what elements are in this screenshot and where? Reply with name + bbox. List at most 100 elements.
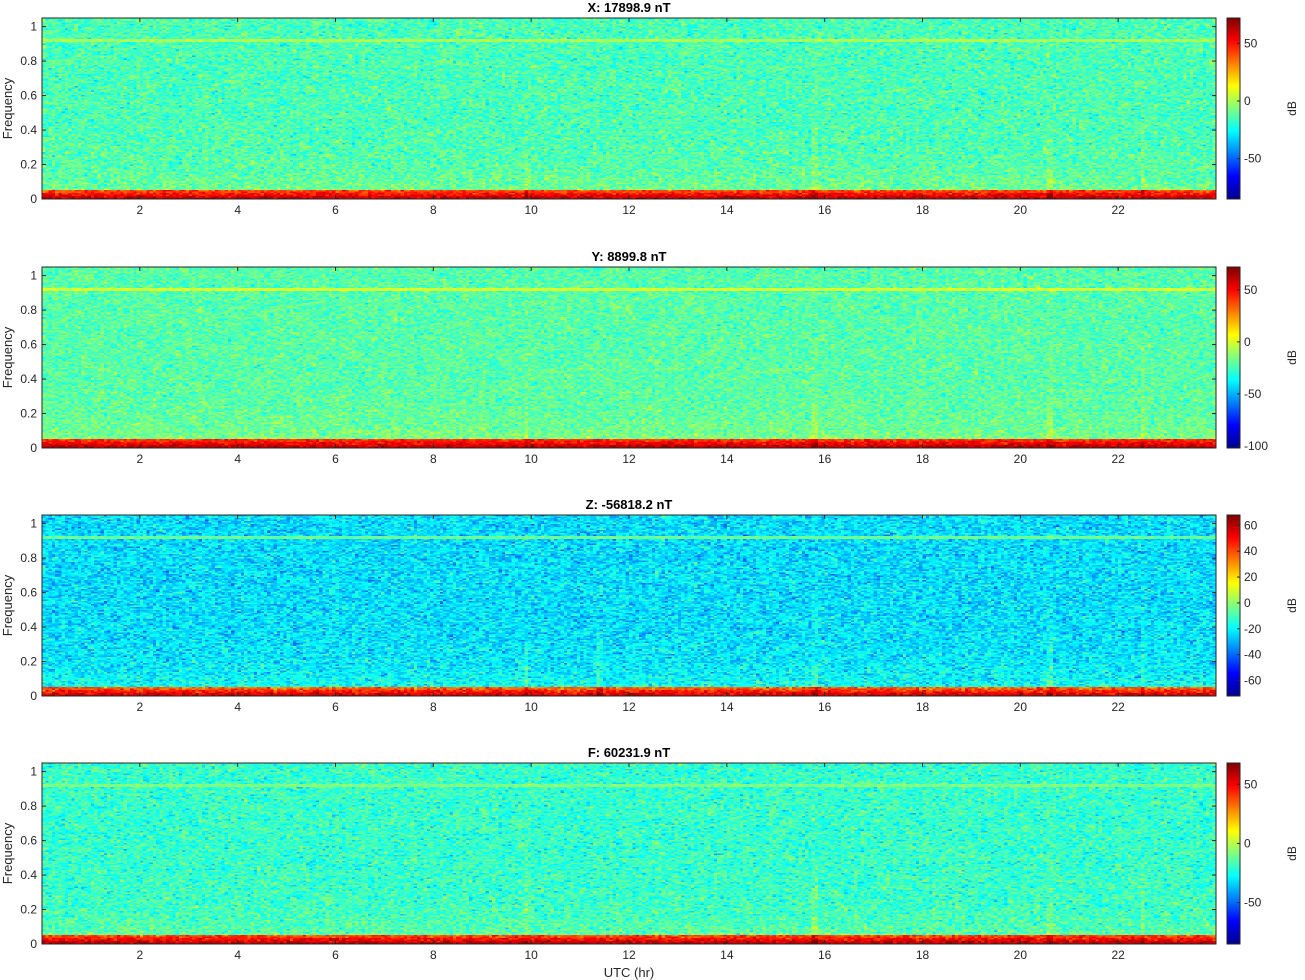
- x-tick-label: 20: [1014, 203, 1028, 217]
- x-tick-label: 10: [524, 700, 538, 714]
- y-tick-label: 0.2: [20, 407, 37, 421]
- spectrogram-panel: Y: 8899.8 nT2 4 6 8 10 12 14 16 18 20 2200.20.40.6…: [0, 249, 1299, 466]
- colorbar-label: dB: [1285, 350, 1299, 365]
- x-tick-label: 22: [1111, 700, 1125, 714]
- x-tick-label: 10: [524, 452, 538, 466]
- colorbar-tick-label: -50: [1244, 387, 1262, 401]
- spectrogram-heatmap: [42, 763, 1216, 944]
- spectrogram-panel: Z: -56818.2 nT2 4 6 8 10 12 14 16 18 20 2200.20.40…: [0, 497, 1299, 714]
- colorbar-tick-label: 20: [1244, 570, 1258, 584]
- colorbar-box: [1226, 762, 1241, 945]
- y-tick-label: 0.4: [20, 620, 37, 634]
- x-tick-label: 22: [1111, 452, 1125, 466]
- spectrogram-panel: F: 60231.9 nT2 4 6 8 10 12 14 16 18 20 2200.20.40.…: [0, 745, 1299, 980]
- y-tick-label: 0.4: [20, 868, 37, 882]
- y-tick-label: 1: [30, 20, 37, 34]
- x-tick-label: 12: [622, 203, 636, 217]
- x-axis-label: UTC (hr): [604, 965, 655, 980]
- x-tick-label: 20: [1014, 452, 1028, 466]
- x-tick-label: 6: [332, 203, 339, 217]
- panel-title: F: 60231.9 nT: [588, 745, 670, 760]
- colorbar-tick-label: -20: [1244, 622, 1262, 636]
- colorbar-gradient: [1227, 267, 1240, 448]
- y-tick-label: 0.2: [20, 158, 37, 172]
- colorbar-tick-label: 50: [1244, 283, 1258, 297]
- x-tick-label: 14: [720, 948, 734, 962]
- colorbar-gradient: [1227, 18, 1240, 199]
- spectrogram-heatmap: [42, 18, 1216, 199]
- colorbar: -50 0 50 dB: [1226, 17, 1299, 200]
- y-tick-label: 0: [30, 192, 37, 206]
- panel-title: Z: -56818.2 nT: [586, 497, 673, 512]
- x-tick-label: 2: [136, 203, 143, 217]
- x-tick-label: 16: [818, 700, 832, 714]
- y-tick-label: 0.8: [20, 551, 37, 565]
- x-tick-label: 10: [524, 948, 538, 962]
- colorbar-label: dB: [1285, 846, 1299, 861]
- y-tick-label: 0.2: [20, 655, 37, 669]
- x-tick-label: 10: [524, 203, 538, 217]
- colorbar-tick-label: -50: [1244, 896, 1262, 910]
- y-axis-label: Frequency: [0, 326, 15, 388]
- x-tick-label: 22: [1111, 203, 1125, 217]
- colorbar-tick-label: -50: [1244, 152, 1262, 166]
- colorbar-tick-label: 50: [1244, 777, 1258, 791]
- colorbar-label: dB: [1285, 101, 1299, 116]
- y-tick-label: 1: [30, 517, 37, 531]
- x-tick-label: 14: [720, 700, 734, 714]
- colorbar: -50 0 50 dB: [1226, 762, 1299, 945]
- spectrogram-heatmap: [42, 515, 1216, 696]
- x-tick-label: 4: [234, 452, 241, 466]
- x-tick-label: 16: [818, 948, 832, 962]
- y-tick-label: 0.6: [20, 89, 37, 103]
- x-tick-label: 18: [916, 948, 930, 962]
- y-tick-label: 1: [30, 765, 37, 779]
- x-tick-label: 18: [916, 452, 930, 466]
- y-tick-label: 1: [30, 269, 37, 283]
- colorbar-tick-label: -100: [1244, 439, 1268, 453]
- y-tick-label: 0: [30, 937, 37, 951]
- x-tick-label: 4: [234, 948, 241, 962]
- x-tick-label: 16: [818, 203, 832, 217]
- colorbar-label: dB: [1285, 598, 1299, 613]
- y-tick-label: 0.6: [20, 338, 37, 352]
- x-tick-label: 2: [136, 700, 143, 714]
- y-tick-label: 0: [30, 441, 37, 455]
- x-tick-label: 6: [332, 700, 339, 714]
- colorbar-tick-label: 0: [1244, 94, 1251, 108]
- x-tick-label: 2: [136, 948, 143, 962]
- x-tick-label: 22: [1111, 948, 1125, 962]
- x-tick-label: 14: [720, 452, 734, 466]
- spectrogram-heatmap: [42, 267, 1216, 448]
- colorbar-tick-label: 0: [1244, 596, 1251, 610]
- x-tick-label: 8: [430, 700, 437, 714]
- colorbar-box: [1226, 17, 1241, 200]
- spectrogram-panel: X: 17898.9 nT2 4 6 8 10 12 14 16 18 20 2200.20.40.…: [0, 0, 1299, 217]
- x-tick-label: 16: [818, 452, 832, 466]
- x-tick-label: 6: [332, 948, 339, 962]
- x-tick-label: 20: [1014, 700, 1028, 714]
- x-tick-label: 8: [430, 452, 437, 466]
- x-tick-label: 20: [1014, 948, 1028, 962]
- y-tick-label: 0.4: [20, 123, 37, 137]
- colorbar: -60 -40 -20 0 20 40 60 dB: [1226, 514, 1299, 697]
- y-tick-label: 0.2: [20, 903, 37, 917]
- colorbar: -100 -50 0 50 dB: [1226, 266, 1299, 453]
- y-axis-label: Frequency: [0, 822, 15, 884]
- x-tick-label: 14: [720, 203, 734, 217]
- y-tick-label: 0.4: [20, 372, 37, 386]
- panel-title: Y: 8899.8 nT: [592, 249, 667, 264]
- y-tick-label: 0.6: [20, 834, 37, 848]
- x-tick-label: 18: [916, 203, 930, 217]
- y-tick-label: 0: [30, 689, 37, 703]
- panel-title: X: 17898.9 nT: [587, 0, 670, 15]
- x-tick-label: 8: [430, 948, 437, 962]
- x-tick-label: 4: [234, 203, 241, 217]
- x-tick-label: 2: [136, 452, 143, 466]
- colorbar-tick-label: 40: [1244, 544, 1258, 558]
- colorbar-gradient: [1227, 763, 1240, 944]
- x-tick-label: 18: [916, 700, 930, 714]
- colorbar-tick-label: 0: [1244, 836, 1251, 850]
- colorbar-gradient: [1227, 515, 1240, 696]
- x-tick-label: 12: [622, 452, 636, 466]
